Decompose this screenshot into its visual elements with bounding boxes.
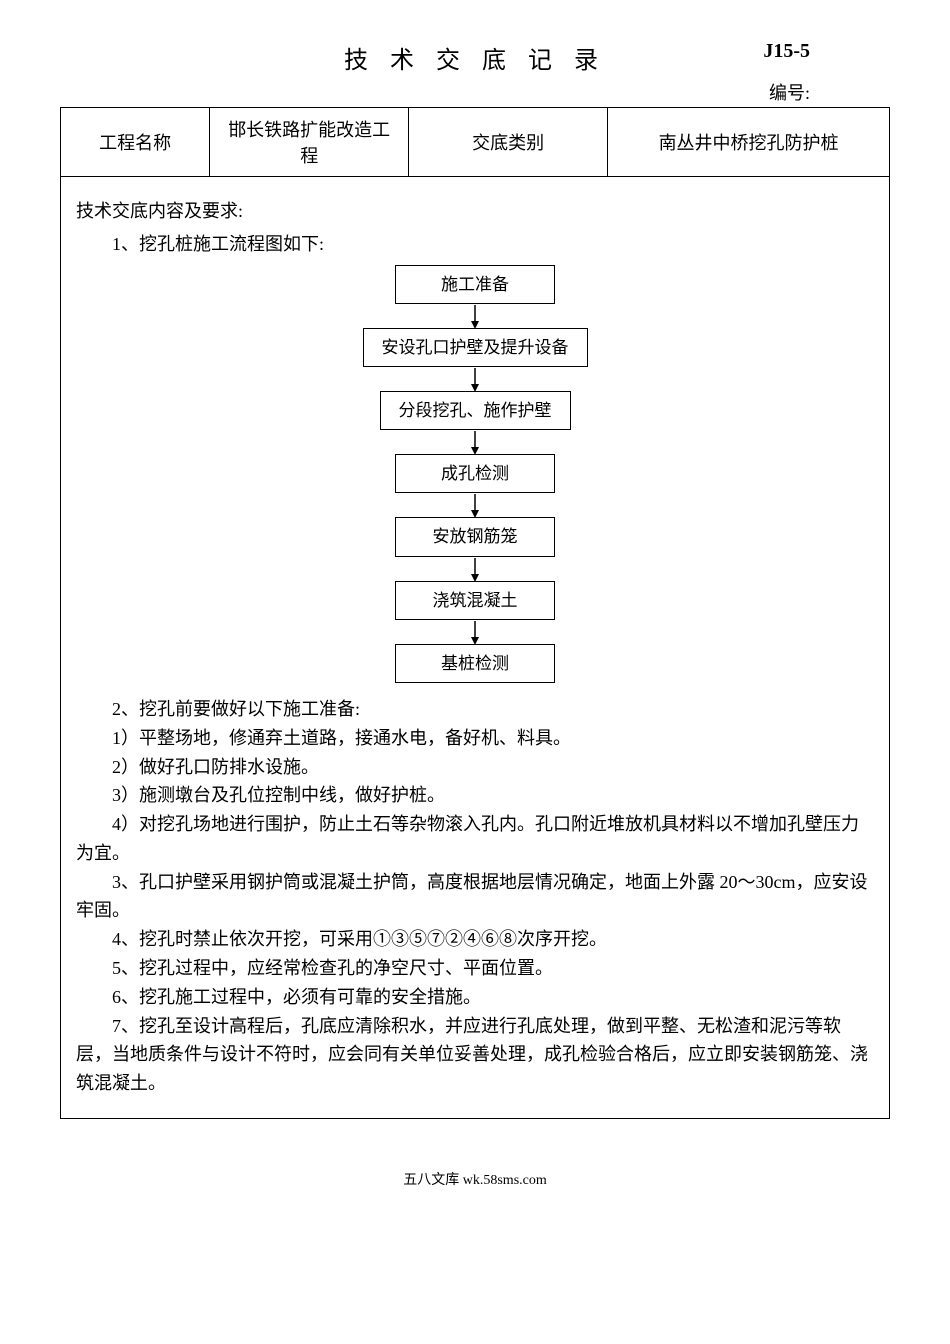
flow-arrow xyxy=(474,307,476,325)
item4: 4、挖孔时禁止依次开挖，可采用①③⑤⑦②④⑥⑧次序开挖。 xyxy=(76,925,874,954)
flow-step-4: 成孔检测 xyxy=(395,454,555,493)
item5: 5、挖孔过程中，应经常检查孔的净空尺寸、平面位置。 xyxy=(76,954,874,983)
page-title: 技 术 交 底 记 录 xyxy=(344,40,606,75)
flow-arrow xyxy=(474,496,476,514)
flow-arrow xyxy=(474,623,476,641)
item2-3: 3）施测墩台及孔位控制中线，做好护桩。 xyxy=(76,781,874,810)
flow-step-2: 安设孔口护壁及提升设备 xyxy=(363,328,588,367)
item2-1: 1）平整场地，修通弃土道路，接通水电，备好机、料具。 xyxy=(76,724,874,753)
disclosure-type-label: 交底类别 xyxy=(409,108,608,177)
doc-code: J15-5 xyxy=(763,40,810,63)
flow-arrow xyxy=(474,433,476,451)
serial-label: 编号: xyxy=(60,79,890,105)
item3: 3、孔口护壁采用钢护筒或混凝土护筒，高度根据地层情况确定，地面上外露 20～30… xyxy=(76,868,874,926)
footer-text: 五八文库 wk.58sms.com xyxy=(60,1169,890,1189)
content-heading: 技术交底内容及要求: xyxy=(76,197,874,226)
flow-step-1: 施工准备 xyxy=(395,265,555,304)
item2-2: 2）做好孔口防排水设施。 xyxy=(76,753,874,782)
flow-step-3: 分段挖孔、施作护壁 xyxy=(380,391,571,430)
item7: 7、挖孔至设计高程后，孔底应清除积水，并应进行孔底处理，做到平整、无松渣和泥污等… xyxy=(76,1012,874,1098)
flow-step-6: 浇筑混凝土 xyxy=(395,581,555,620)
flow-arrow xyxy=(474,560,476,578)
content-cell: 技术交底内容及要求: 1、挖孔桩施工流程图如下: 施工准备 安设孔口护壁及提升设… xyxy=(61,177,890,1119)
flow-arrow xyxy=(474,370,476,388)
item2: 2、挖孔前要做好以下施工准备: xyxy=(76,695,874,724)
flowchart: 施工准备 安设孔口护壁及提升设备 分段挖孔、施作护壁 成孔检测 安放钢筋笼 浇筑… xyxy=(76,265,874,683)
main-table: 工程名称 邯长铁路扩能改造工程 交底类别 南丛井中桥挖孔防护桩 技术交底内容及要… xyxy=(60,107,890,1119)
project-name-label: 工程名称 xyxy=(61,108,210,177)
item6: 6、挖孔施工过程中，必须有可靠的安全措施。 xyxy=(76,983,874,1012)
item2-4: 4）对挖孔场地进行围护，防止土石等杂物滚入孔内。孔口附近堆放机具材料以不增加孔壁… xyxy=(76,810,874,868)
header-row: 工程名称 邯长铁路扩能改造工程 交底类别 南丛井中桥挖孔防护桩 xyxy=(61,108,890,177)
item1: 1、挖孔桩施工流程图如下: xyxy=(76,230,874,259)
project-name-value: 邯长铁路扩能改造工程 xyxy=(210,108,409,177)
flow-step-5: 安放钢筋笼 xyxy=(395,517,555,556)
disclosure-type-value: 南丛井中桥挖孔防护桩 xyxy=(608,108,890,177)
flow-step-7: 基桩检测 xyxy=(395,644,555,683)
